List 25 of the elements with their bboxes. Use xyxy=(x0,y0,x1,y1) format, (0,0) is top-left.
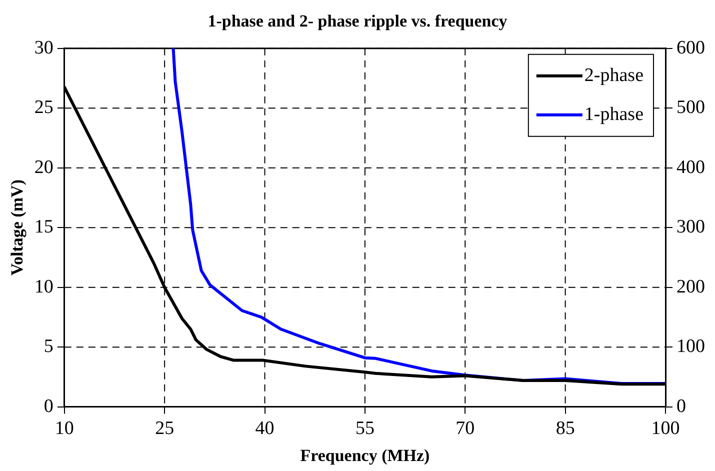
y-tick-label: 25 xyxy=(34,97,54,118)
y2-tick-label: 600 xyxy=(676,37,705,58)
y-tick-label: 5 xyxy=(44,336,54,358)
chart-title: 1-phase and 2- phase ripple vs. frequency xyxy=(208,12,508,31)
y2-tick-label: 400 xyxy=(676,156,705,178)
x-tick-label: 55 xyxy=(355,418,374,440)
y2-tick-label: 200 xyxy=(676,276,705,298)
x-tick-label: 25 xyxy=(155,418,174,440)
x-tick-label: 40 xyxy=(255,418,274,440)
x-axis-title: Frequency (MHz) xyxy=(300,446,430,466)
y2-tick-label: 500 xyxy=(676,97,705,118)
x-tick-label: 70 xyxy=(456,418,475,440)
y-tick-label: 30 xyxy=(34,37,54,58)
y-axis-title: Voltage (mV) xyxy=(8,180,27,276)
legend-label: 1-phase xyxy=(584,104,644,125)
legend-label: 2-phase xyxy=(584,64,644,86)
y2-tick-label: 300 xyxy=(676,216,705,238)
y2-tick-label: 0 xyxy=(676,396,686,417)
y-tick-label: 0 xyxy=(44,396,54,417)
y-tick-label: 10 xyxy=(34,276,54,298)
x-tick-label: 85 xyxy=(556,418,575,440)
y2-tick-label: 100 xyxy=(676,336,705,358)
x-tick-label: 100 xyxy=(651,418,680,440)
y-tick-label: 20 xyxy=(34,156,54,178)
y-tick-label: 15 xyxy=(34,216,54,238)
